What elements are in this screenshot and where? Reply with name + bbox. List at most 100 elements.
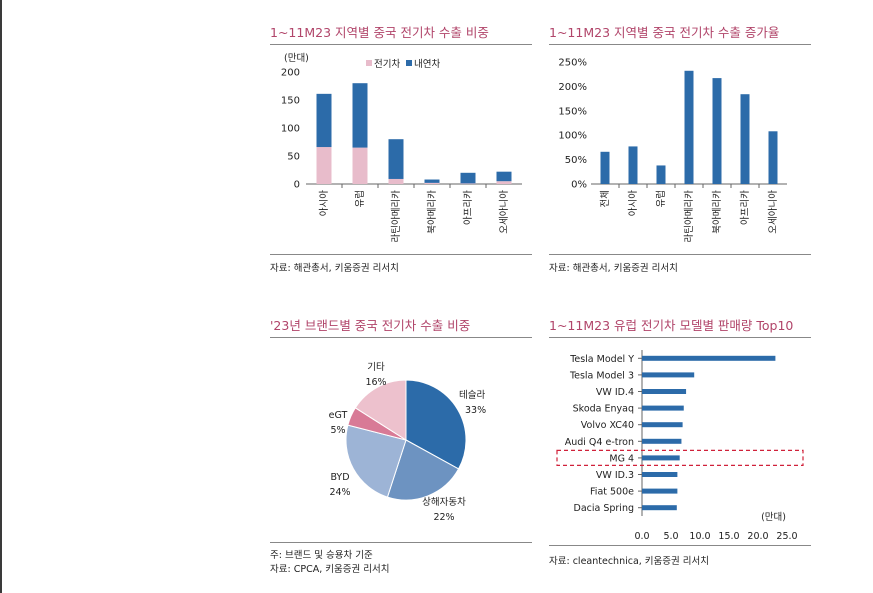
source-text: 자료: CPCA, 키움증권 리서치 xyxy=(270,564,390,575)
bar xyxy=(642,488,678,494)
x-tick-label: 라틴아메리카 xyxy=(391,190,402,243)
x-tick-label: 라틴아메리카 xyxy=(684,190,695,243)
bar xyxy=(642,422,683,428)
y-tick-label: 100% xyxy=(558,131,587,142)
title-rule xyxy=(549,44,811,45)
y-tick-label: 150 xyxy=(281,96,300,107)
bar-ice xyxy=(316,93,332,148)
slice-percent: 33% xyxy=(465,405,486,416)
panel-brand-share: '23년 브랜드별 중국 전기차 수출 비중 xyxy=(270,317,532,338)
y-tick-label: Audi Q4 e-tron xyxy=(565,437,634,448)
y-tick-label: Skoda Enyaq xyxy=(573,404,634,415)
slice-percent: 24% xyxy=(329,487,350,498)
x-tick-label: 15.0 xyxy=(718,531,739,540)
x-tick-label: 10.0 xyxy=(689,531,710,540)
x-tick-label: 아시아 xyxy=(628,190,639,216)
y-tick-label: 250% xyxy=(558,58,587,69)
bar xyxy=(642,455,680,461)
pie-slice xyxy=(354,379,407,441)
growth-bar-chart: 0% 50% 100% 150% 200% 250% 전체 아시아 유럽 라틴아메리카 북아메리카 아… xyxy=(558,58,787,243)
slice-label: 기타 xyxy=(367,362,385,373)
y-tick-label: Tesla Model 3 xyxy=(569,370,634,381)
slice-percent: 5% xyxy=(330,425,345,436)
bar xyxy=(642,438,682,444)
bar-ev xyxy=(316,147,332,184)
panel-title: 1~11M23 지역별 중국 전기차 수출 증가율 xyxy=(549,25,780,40)
model-hbar-chart: Tesla Model Y Tesla Model 3 VW ID.4 Skoda E… xyxy=(556,350,804,540)
legend-label: 전기차 xyxy=(374,58,400,70)
bar-ice xyxy=(496,171,512,182)
bar-ice xyxy=(352,83,368,148)
source-rule xyxy=(549,254,811,255)
unit-label: (만대) xyxy=(761,512,786,523)
pie-slice xyxy=(345,424,407,498)
panel-export-share-by-region: 1~11M23 지역별 중국 전기차 수출 비중 xyxy=(270,24,532,45)
bar xyxy=(642,389,687,394)
y-tick-label: 100 xyxy=(281,124,300,135)
bar xyxy=(768,131,778,184)
stacked-bar-chart: (만대) 전기차 내연차 0 50 100 150 200 아시아 유럽 라틴아메리카 북아메리카 아프… xyxy=(281,53,522,243)
y-tick-label: 50 xyxy=(287,152,300,163)
bar xyxy=(656,165,666,184)
bar xyxy=(642,472,678,477)
x-tick-label: 북아메리카 xyxy=(712,190,723,234)
x-tick-label: 유럽 xyxy=(355,190,366,207)
x-tick-label: 0.0 xyxy=(634,531,649,540)
title-rule xyxy=(549,337,811,338)
x-tick-label: 오세아니아 xyxy=(768,190,779,234)
title-rule xyxy=(270,337,532,338)
x-tick-label: 5.0 xyxy=(663,531,678,540)
x-tick-label: 유럽 xyxy=(656,190,667,207)
note-text: 주: 브랜드 및 승용차 기준 xyxy=(270,550,373,561)
bar-ice xyxy=(424,179,440,183)
bar xyxy=(712,78,722,184)
panel-title: '23년 브랜드별 중국 전기차 수출 비중 xyxy=(270,318,471,333)
y-tick-label: VW ID.4 xyxy=(596,387,634,398)
x-tick-label: 북아메리카 xyxy=(427,190,438,234)
legend-swatch xyxy=(406,60,412,66)
y-tick-label: Dacia Spring xyxy=(574,503,635,514)
y-tick-label: 0% xyxy=(571,180,587,191)
panel-title: 1~11M23 지역별 중국 전기차 수출 비중 xyxy=(270,25,489,40)
slice-percent: 22% xyxy=(433,512,454,523)
slice-label: eGT xyxy=(329,410,348,421)
bar xyxy=(642,505,677,511)
pie-slice xyxy=(405,379,467,470)
pie-slice xyxy=(386,439,460,501)
bar-ev xyxy=(388,178,404,184)
panel-europe-model-top10: 1~11M23 유럽 전기차 모델별 판매량 Top10 xyxy=(549,317,811,338)
y-tick-label: 0 xyxy=(294,180,300,191)
y-tick-label: Volvo XC40 xyxy=(581,420,634,431)
bar xyxy=(628,146,638,184)
y-tick-label: Tesla Model Y xyxy=(569,354,634,365)
source-rule xyxy=(270,542,532,543)
bar xyxy=(642,372,695,378)
y-tick-label: MG 4 xyxy=(609,453,634,464)
slice-percent: 16% xyxy=(365,377,386,388)
bar-ev xyxy=(496,181,512,184)
y-tick-label: 150% xyxy=(558,106,587,117)
slice-label: BYD xyxy=(330,472,349,483)
brand-pie-chart: 테슬라 33% 상해자동차 22% BYD 24% eGT 5% 기타 16% xyxy=(329,362,486,523)
bar xyxy=(642,355,776,361)
bar xyxy=(600,151,610,184)
source-text: 자료: 해관총서, 키움증권 리서치 xyxy=(549,263,678,274)
y-tick-label: VW ID.3 xyxy=(596,470,634,481)
bar-ev xyxy=(352,147,368,184)
y-unit-label: (만대) xyxy=(284,53,309,64)
x-tick-label: 아시아 xyxy=(319,190,330,216)
highlight-box xyxy=(556,449,804,467)
bar xyxy=(642,405,684,411)
x-tick-label: 오세아니아 xyxy=(499,190,510,234)
panel-export-growth-by-region: 1~11M23 지역별 중국 전기차 수출 증가율 xyxy=(549,24,811,45)
y-tick-label: 50% xyxy=(565,155,587,166)
bar-ice xyxy=(460,172,476,184)
source-rule xyxy=(270,254,532,255)
legend-swatch xyxy=(366,60,372,66)
source-text: 자료: cleantechnica, 키움증권 리서치 xyxy=(549,556,710,567)
slice-label: 테슬라 xyxy=(459,390,485,401)
bar-ev xyxy=(424,182,440,184)
x-tick-label: 20.0 xyxy=(747,531,768,540)
bar-ice xyxy=(388,139,404,179)
y-tick-label: 200% xyxy=(558,82,587,93)
